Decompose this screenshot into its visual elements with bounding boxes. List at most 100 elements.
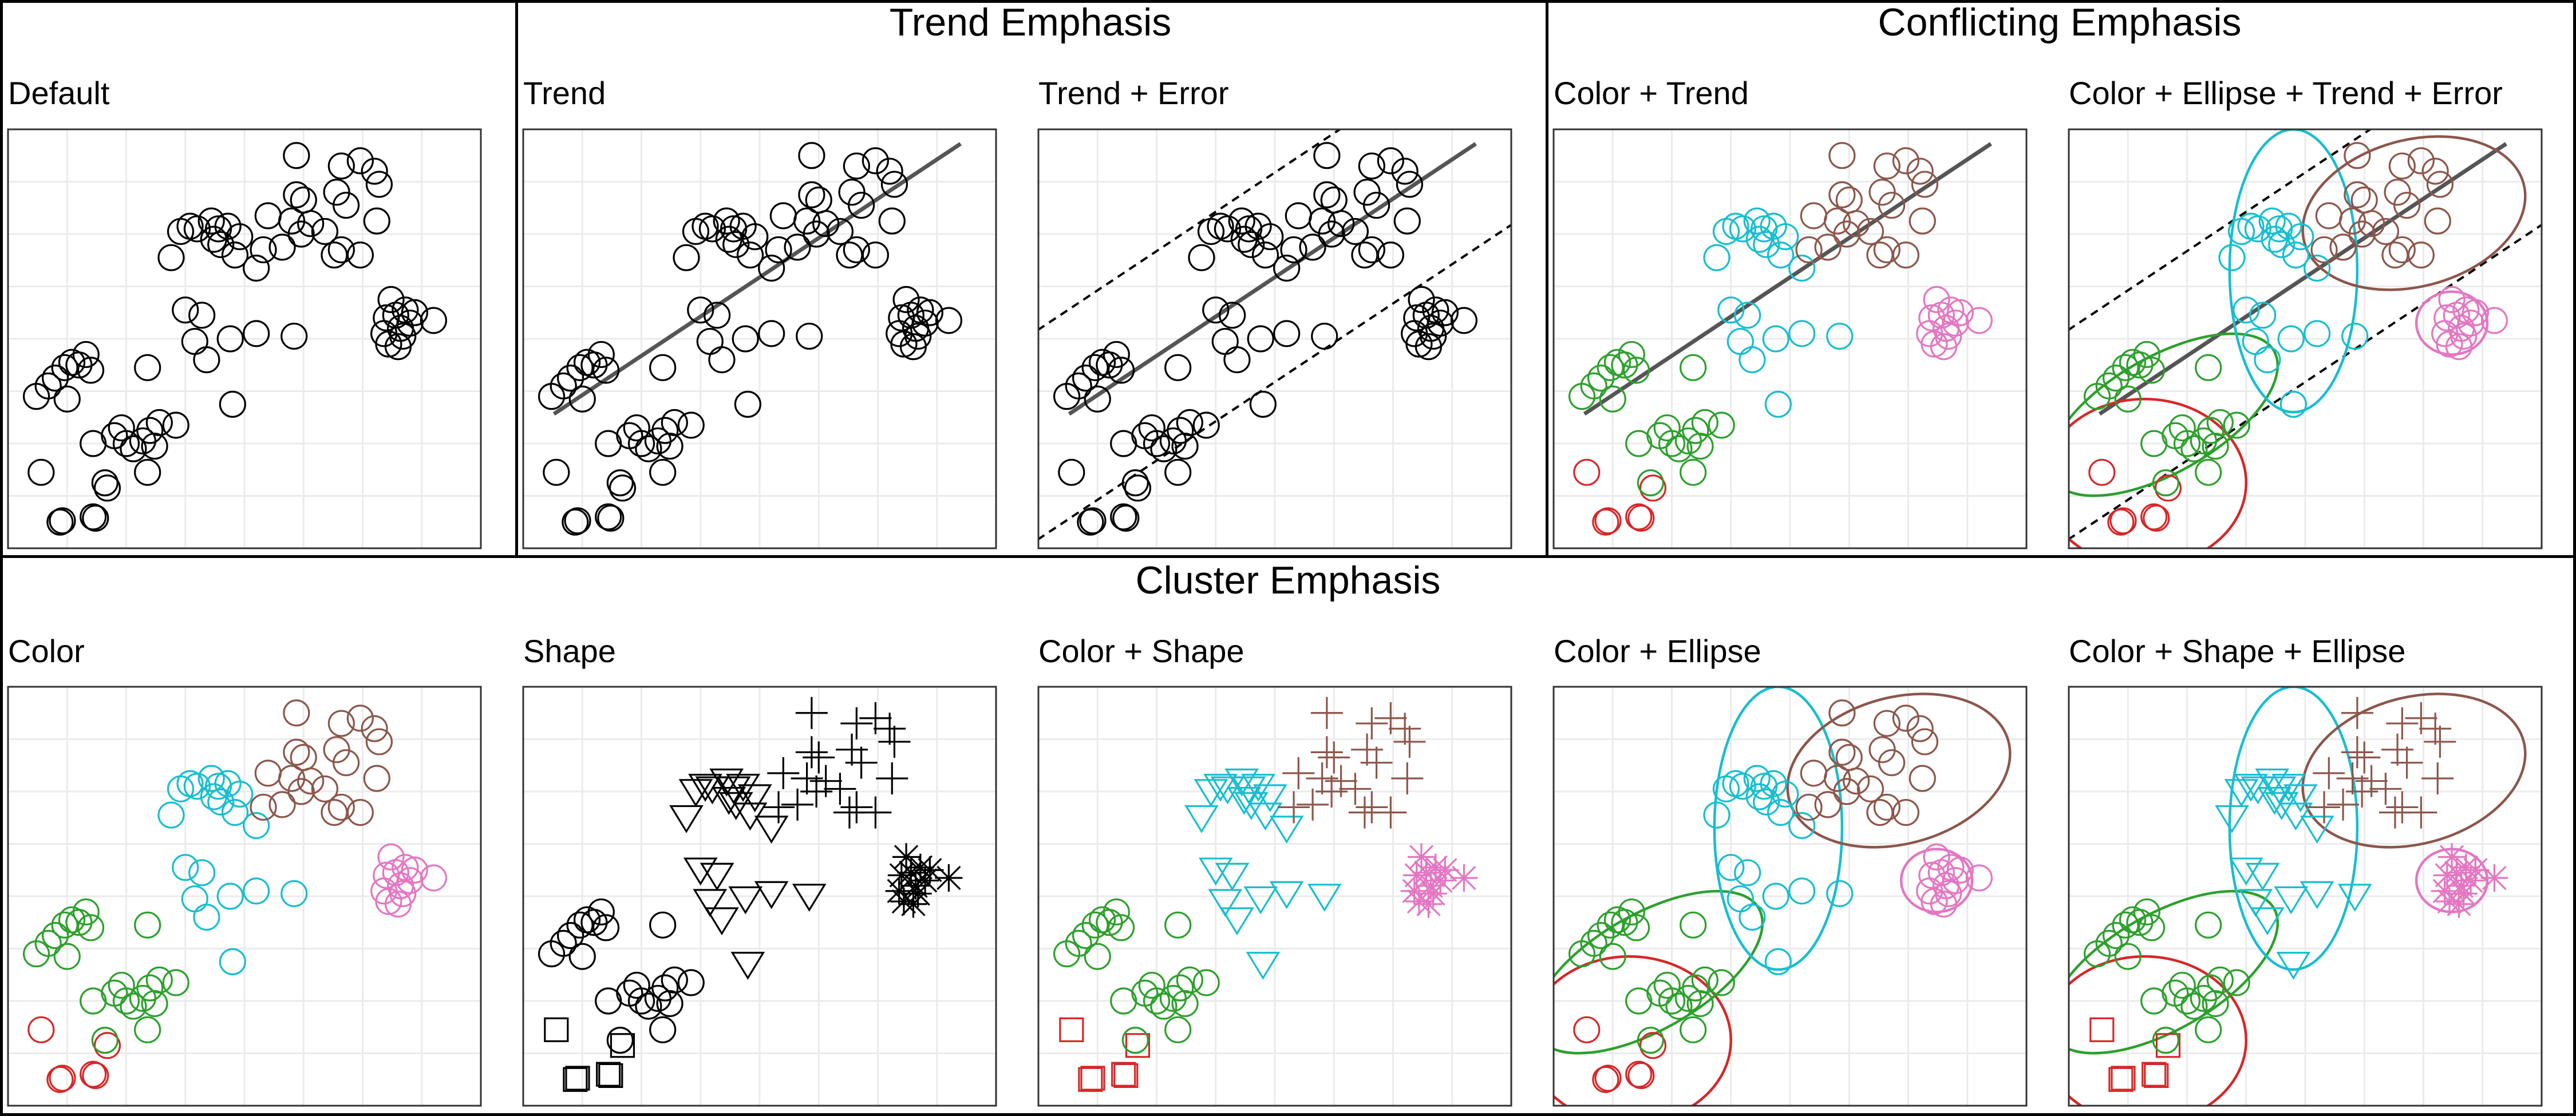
data-point bbox=[1138, 414, 1165, 442]
data-point bbox=[2112, 354, 2139, 381]
data-point bbox=[812, 210, 840, 238]
data-point bbox=[1965, 864, 1993, 892]
data-point bbox=[2144, 1063, 2169, 1088]
data-point bbox=[1965, 307, 1993, 334]
data-point bbox=[323, 179, 350, 206]
cluster-ellipse bbox=[2069, 398, 2247, 548]
data-point bbox=[1400, 877, 1428, 905]
data-point bbox=[1164, 458, 1192, 486]
data-point bbox=[1341, 217, 1369, 246]
error-line bbox=[1038, 223, 1511, 541]
data-point bbox=[1243, 886, 1278, 915]
data-point bbox=[2168, 971, 2196, 999]
data-point bbox=[2218, 244, 2246, 271]
data-point bbox=[1280, 236, 1307, 264]
data-point bbox=[669, 805, 704, 833]
data-point bbox=[2109, 507, 2137, 535]
data-point bbox=[287, 778, 315, 805]
data-point bbox=[568, 943, 596, 970]
data-point bbox=[283, 699, 310, 727]
data-point bbox=[136, 974, 164, 1002]
data-point bbox=[1103, 341, 1130, 369]
data-point bbox=[373, 861, 400, 889]
data-point bbox=[2229, 857, 2263, 886]
data-point bbox=[564, 507, 591, 535]
data-point bbox=[1680, 1016, 1707, 1043]
data-point bbox=[2337, 884, 2372, 912]
data-point bbox=[1358, 152, 1385, 180]
data-point bbox=[2419, 713, 2452, 745]
data-point bbox=[885, 877, 913, 905]
data-point bbox=[1417, 872, 1445, 900]
data-point bbox=[1682, 417, 1709, 444]
data-point bbox=[737, 784, 772, 813]
data-point bbox=[172, 854, 199, 881]
data-point bbox=[361, 715, 388, 742]
data-point bbox=[1826, 880, 1854, 908]
data-point bbox=[1909, 207, 1936, 235]
data-point bbox=[2173, 430, 2201, 457]
data-point bbox=[1717, 854, 1745, 881]
data-point bbox=[598, 1063, 623, 1088]
data-point bbox=[911, 866, 939, 895]
data-point bbox=[1084, 943, 1111, 970]
data-point bbox=[1743, 765, 1771, 792]
data-point bbox=[1230, 225, 1258, 253]
data-point bbox=[683, 857, 718, 886]
data-point bbox=[2348, 741, 2381, 774]
data-point bbox=[1431, 856, 1459, 884]
data-point bbox=[1107, 357, 1135, 384]
data-point bbox=[1680, 911, 1707, 939]
data-point bbox=[167, 217, 195, 246]
data-point bbox=[2313, 757, 2345, 789]
data-point bbox=[2245, 862, 2280, 891]
data-point bbox=[1412, 858, 1440, 887]
data-point bbox=[1417, 315, 1445, 342]
data-point bbox=[1745, 225, 1773, 253]
data-point bbox=[2310, 236, 2338, 264]
cluster-ellipse bbox=[2228, 129, 2359, 414]
data-point bbox=[1215, 862, 1250, 891]
data-point bbox=[365, 171, 393, 198]
data-point bbox=[623, 971, 650, 999]
data-point bbox=[384, 333, 412, 361]
data-point bbox=[193, 346, 220, 374]
data-point bbox=[2452, 296, 2480, 324]
data-point bbox=[1892, 705, 1919, 732]
data-point bbox=[1210, 776, 1245, 805]
data-point bbox=[1224, 768, 1259, 797]
data-point bbox=[899, 333, 927, 361]
data-point bbox=[767, 757, 800, 789]
data-point bbox=[1637, 1027, 1664, 1054]
data-point bbox=[798, 181, 825, 208]
data-point bbox=[1762, 882, 1789, 910]
data-point bbox=[2462, 299, 2489, 326]
data-point bbox=[197, 207, 225, 235]
data-point bbox=[1124, 474, 1152, 502]
data-point bbox=[916, 299, 943, 326]
data-point bbox=[2431, 877, 2459, 905]
data-point bbox=[1421, 853, 1449, 881]
data-point bbox=[1192, 969, 1220, 996]
data-point bbox=[2223, 969, 2250, 996]
data-point bbox=[592, 357, 620, 384]
data-point bbox=[2287, 223, 2314, 251]
data-point bbox=[1682, 974, 1709, 1002]
data-point bbox=[796, 322, 823, 350]
data-point bbox=[2372, 217, 2400, 246]
trend-line bbox=[1583, 142, 1992, 416]
data-point bbox=[876, 762, 908, 795]
data-point bbox=[2336, 762, 2369, 795]
data-point bbox=[587, 341, 615, 369]
data-point bbox=[2142, 1062, 2167, 1087]
data-point bbox=[1622, 914, 1650, 941]
data-point bbox=[346, 147, 374, 175]
data-point bbox=[1348, 796, 1381, 829]
data-point bbox=[49, 507, 76, 535]
data-point bbox=[2138, 914, 2166, 941]
data-point bbox=[2424, 726, 2456, 758]
data-point bbox=[1113, 1063, 1139, 1088]
panel-title-default: Default bbox=[8, 75, 110, 111]
data-point bbox=[573, 349, 601, 376]
data-point bbox=[1427, 866, 1455, 895]
